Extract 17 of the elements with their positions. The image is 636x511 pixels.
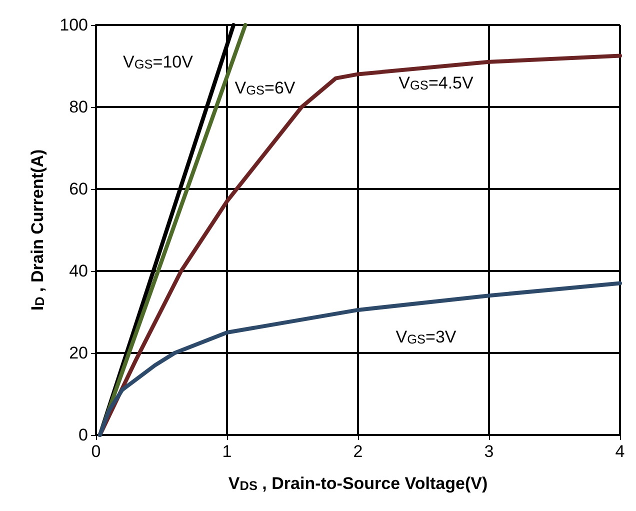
- x-tick-label: 3: [484, 442, 494, 461]
- y-tick-label: 60: [69, 180, 88, 198]
- x-tick-label: 1: [222, 442, 232, 461]
- y-tick-label: 0: [78, 426, 88, 444]
- x-tick-label: 0: [91, 442, 101, 461]
- y-tick-label: 40: [69, 262, 88, 280]
- series-label: VGS=10V: [123, 52, 194, 72]
- y-axis-title: ID , Drain Current(A): [28, 149, 47, 311]
- y-tick-label: 80: [69, 98, 88, 116]
- y-tick-label: 100: [60, 16, 88, 34]
- series-label: VGS=4.5V: [398, 74, 474, 92]
- x-tick-label: 4: [615, 442, 625, 461]
- series-label: VGS=3V: [396, 328, 457, 346]
- x-tick-label: 2: [353, 442, 363, 461]
- series-label: VGS=6V: [234, 78, 296, 98]
- y-tick-label: 20: [69, 344, 88, 362]
- x-axis-title: VDS , Drain-to-Source Voltage(V): [228, 474, 488, 493]
